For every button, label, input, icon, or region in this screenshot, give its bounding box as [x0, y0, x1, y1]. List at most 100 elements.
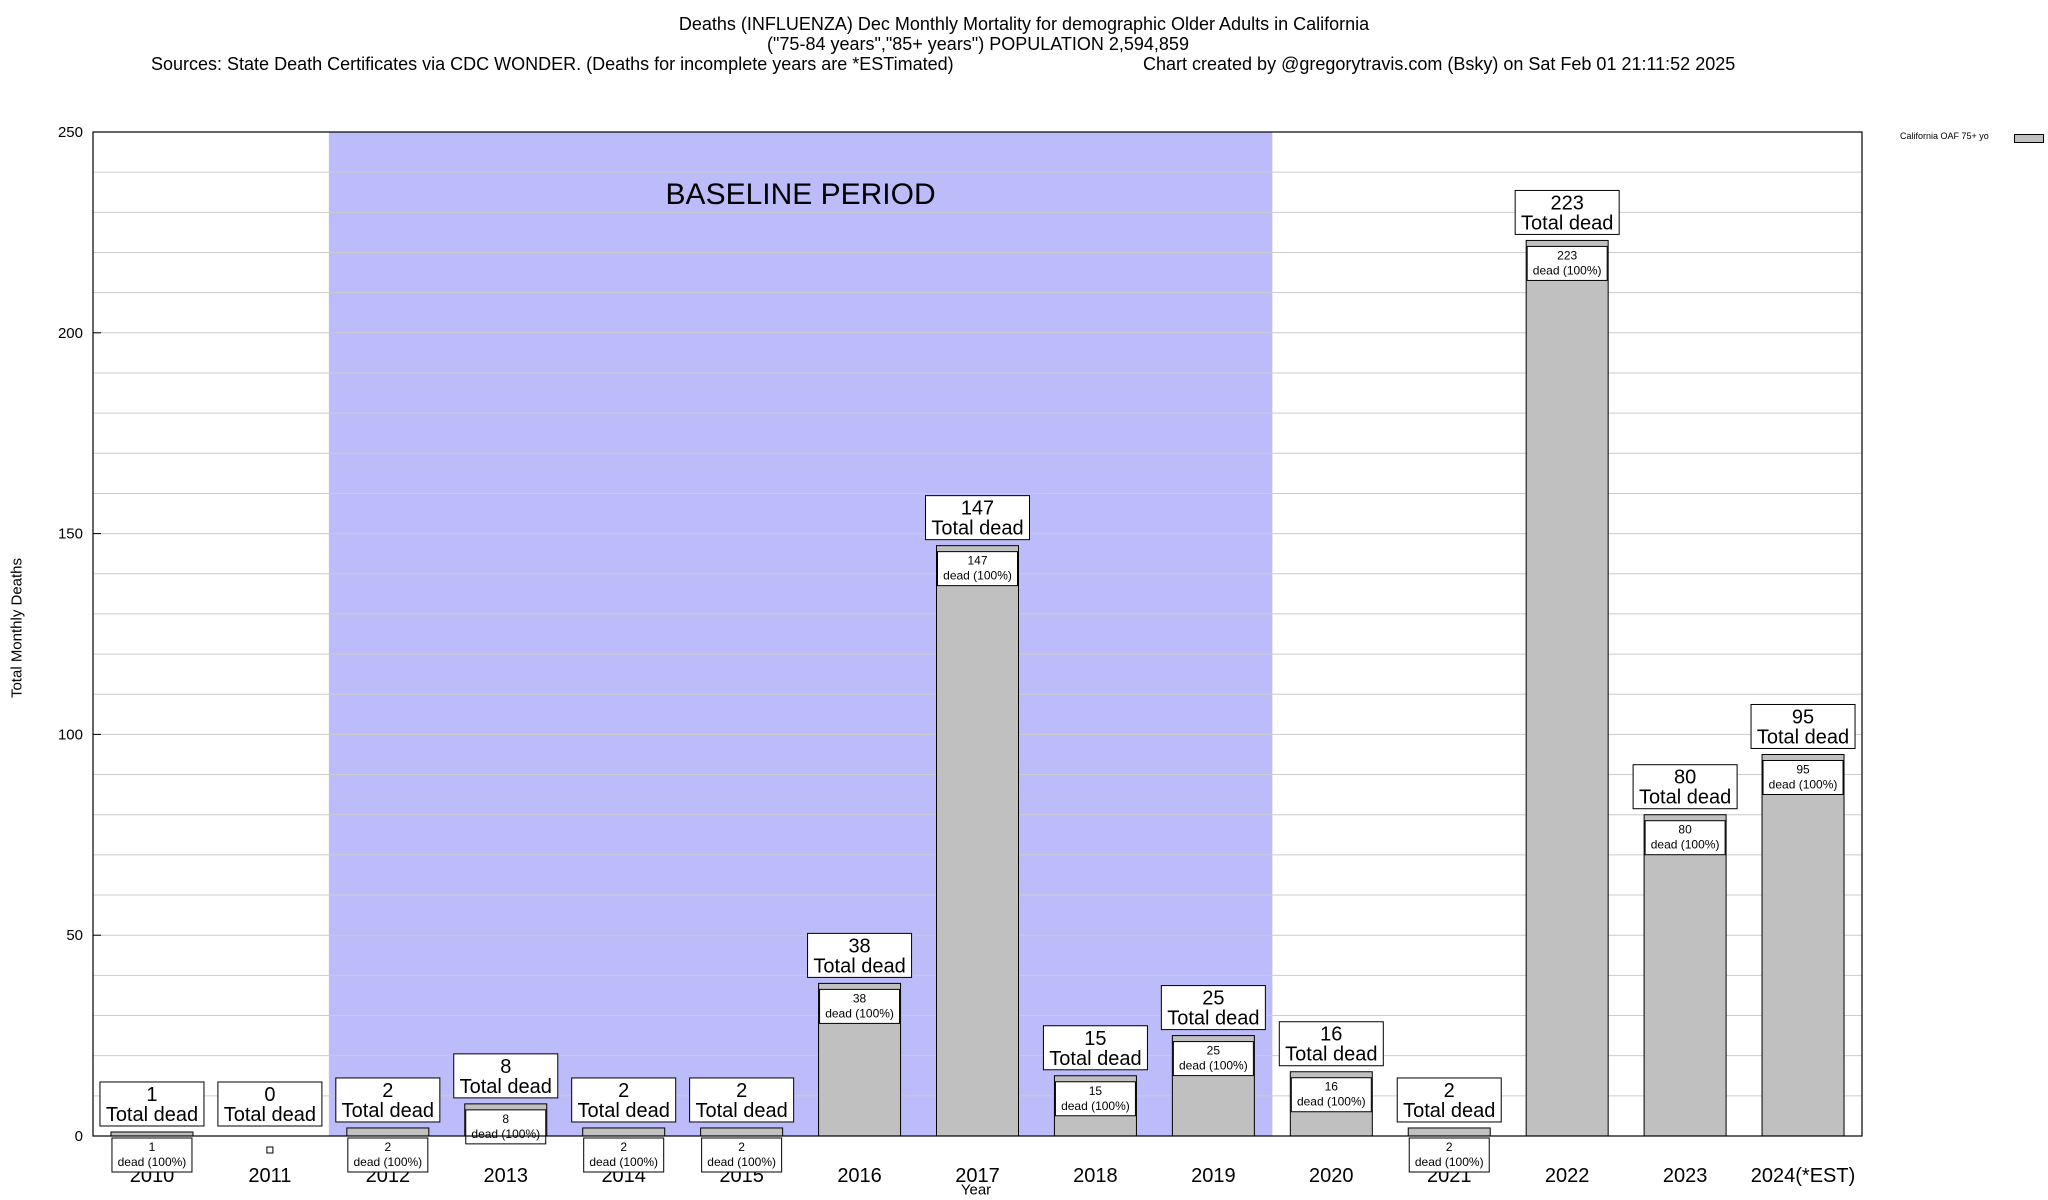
total-label-box: [571, 1077, 677, 1123]
inner-label-value: 95: [1796, 762, 1810, 776]
baseline-region: [328, 132, 1273, 1136]
chart-credit: Chart created by @gregorytravis.com (Bsk…: [1143, 54, 1736, 74]
total-label-box: [689, 1077, 795, 1123]
x-tick-label: 2017: [955, 1165, 1000, 1187]
inner-label-box: [1054, 1081, 1136, 1117]
y-tick-label: 150: [58, 526, 83, 543]
bar: [582, 1127, 666, 1137]
inner-label-value: 15: [1089, 1084, 1103, 1098]
inner-label-box: [583, 1137, 665, 1173]
total-label-value: 147: [961, 498, 994, 520]
total-label-value: 80: [1674, 767, 1696, 789]
bar: [1643, 814, 1727, 1137]
x-tick-label: 2024(*EST): [1751, 1165, 1856, 1187]
inner-label-text: dead (100%): [1061, 1099, 1130, 1113]
inner-label-value: 223: [1557, 248, 1577, 262]
x-tick-label: 2018: [1073, 1165, 1118, 1187]
y-tick-label: 100: [58, 726, 83, 743]
inner-label-box: [1762, 759, 1844, 795]
inner-label-box: [347, 1137, 429, 1173]
inner-label-box: [1408, 1137, 1490, 1173]
total-label-value: 15: [1084, 1028, 1106, 1050]
bar: [700, 1127, 784, 1137]
total-label-text: Total dead: [1403, 1100, 1495, 1122]
total-label-box: [1632, 764, 1738, 810]
inner-label-value: 80: [1678, 823, 1692, 837]
baseline-label: BASELINE PERIOD: [666, 178, 936, 211]
total-label-value: 8: [500, 1056, 511, 1078]
y-tick-label: 50: [66, 927, 83, 944]
bar: [1525, 239, 1609, 1137]
x-tick-label: 2020: [1309, 1165, 1354, 1187]
x-tick-label: 2016: [837, 1165, 882, 1187]
total-label-value: 2: [1444, 1080, 1455, 1102]
total-label-text: Total dead: [1049, 1048, 1141, 1070]
y-axis-title: Total Monthly Deaths: [8, 557, 26, 699]
chart-title-block: Deaths (INFLUENZA) Dec Monthly Mortality…: [0, 14, 2048, 84]
inner-label-box: [701, 1137, 783, 1173]
inner-label-text: dead (100%): [825, 1006, 894, 1020]
total-label-value: 16: [1320, 1024, 1342, 1046]
bar: [1407, 1127, 1491, 1137]
y-tick-label: 0: [75, 1128, 83, 1145]
legend-swatch: [2014, 134, 2044, 143]
inner-label-text: dead (100%): [353, 1155, 422, 1169]
total-label-value: 1: [146, 1084, 157, 1106]
x-tick-label: 2022: [1545, 1165, 1590, 1187]
inner-label-value: 25: [1207, 1044, 1221, 1058]
plot-frame: [92, 131, 1863, 1137]
total-label-box: [1396, 1077, 1502, 1123]
inner-label-value: 2: [620, 1140, 627, 1154]
total-label-value: 38: [848, 935, 870, 957]
inner-label-value: 2: [738, 1140, 745, 1154]
x-axis-title: Year: [960, 1181, 992, 1199]
total-label-value: 25: [1202, 988, 1224, 1010]
total-label-text: Total dead: [460, 1076, 552, 1098]
inner-label-box: [819, 988, 901, 1024]
x-tick-label: 2011: [248, 1165, 291, 1187]
inner-label-value: 147: [967, 554, 987, 568]
total-label-text: Total dead: [695, 1100, 787, 1122]
inner-label-text: dead (100%): [1651, 838, 1720, 852]
total-label-text: Total dead: [1757, 726, 1849, 748]
inner-label-text: dead (100%): [943, 569, 1012, 583]
total-label-value: 2: [736, 1080, 747, 1102]
inner-label-box: [1172, 1041, 1254, 1077]
total-label-value: 2: [618, 1080, 629, 1102]
chart-subtitle: ("75-84 years","85+ years") POPULATION 2…: [767, 34, 1189, 54]
y-tick-label: 250: [58, 124, 83, 141]
bar: [1761, 753, 1845, 1137]
total-label-box: [1278, 1021, 1384, 1067]
inner-label-text: dead (100%): [1297, 1095, 1366, 1109]
total-label-text: Total dead: [813, 955, 905, 977]
bar: [936, 545, 1019, 1137]
total-label-text: Total dead: [1167, 1008, 1259, 1030]
x-tick-label: 2019: [1191, 1165, 1236, 1187]
total-label-value: 95: [1792, 706, 1814, 728]
x-tick-label: 2023: [1663, 1165, 1708, 1187]
inner-label-text: dead (100%): [707, 1155, 776, 1169]
inner-label-text: dead (100%): [118, 1155, 187, 1169]
inner-label-value: 38: [853, 991, 867, 1005]
inner-label-text: dead (100%): [1533, 263, 1602, 277]
inner-label-box: [1526, 245, 1608, 281]
total-label-value: 2: [382, 1080, 393, 1102]
total-label-text: Total dead: [1639, 787, 1731, 809]
bar: [346, 1127, 430, 1137]
total-label-box: [1042, 1025, 1148, 1071]
inner-label-box: [465, 1109, 547, 1145]
total-label-text: Total dead: [1521, 212, 1613, 234]
total-label-box: [807, 932, 913, 978]
inner-label-text: dead (100%): [589, 1155, 658, 1169]
total-label-box: [453, 1053, 559, 1099]
inner-label-value: 2: [1446, 1140, 1453, 1154]
inner-label-text: dead (100%): [1769, 777, 1838, 791]
total-label-box: [1160, 985, 1266, 1031]
total-label-box: [99, 1081, 205, 1127]
inner-label-text: dead (100%): [471, 1127, 540, 1141]
total-label-text: Total dead: [578, 1100, 670, 1122]
total-label-box: [335, 1077, 441, 1123]
inner-label-box: [1644, 820, 1726, 856]
bar: [110, 1131, 194, 1137]
total-label-box: [925, 495, 1030, 541]
